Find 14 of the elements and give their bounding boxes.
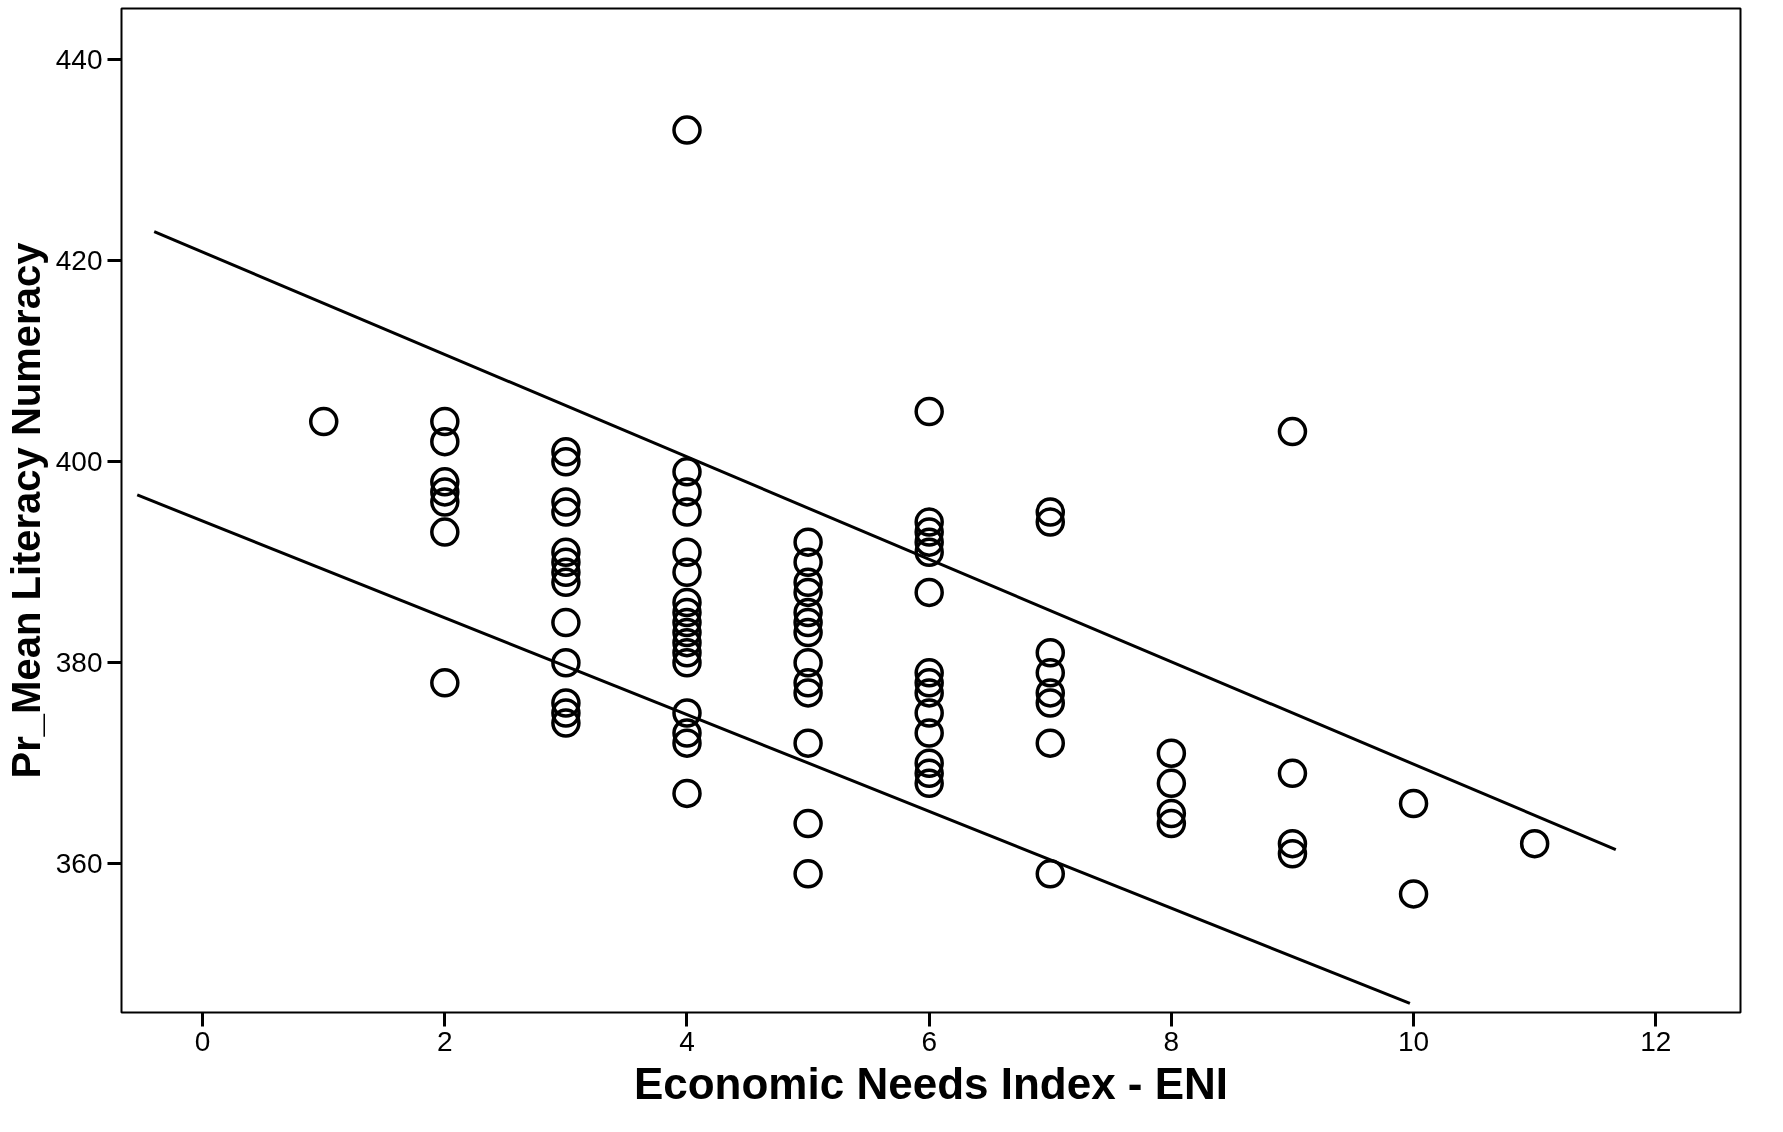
x-tick-label: 0	[194, 1025, 211, 1057]
y-tick-label: 420	[55, 245, 103, 277]
y-tick-label: 440	[55, 44, 103, 76]
x-tick-label: 12	[1640, 1025, 1672, 1057]
x-tick-label: 6	[921, 1025, 937, 1057]
y-tick-label: 380	[55, 647, 103, 679]
x-tick-label: 4	[679, 1025, 695, 1057]
x-tick-label: 8	[1163, 1025, 1180, 1057]
y-tick-label: 400	[55, 446, 103, 478]
x-tick-label: 10	[1397, 1025, 1430, 1057]
x-axis-title: Economic Needs Index - ENI	[633, 1058, 1229, 1108]
x-tick-label: 2	[437, 1025, 453, 1057]
y-tick-label: 360	[55, 848, 103, 880]
y-axis-title: Pr_Mean Literacy Numeracy	[3, 241, 48, 779]
